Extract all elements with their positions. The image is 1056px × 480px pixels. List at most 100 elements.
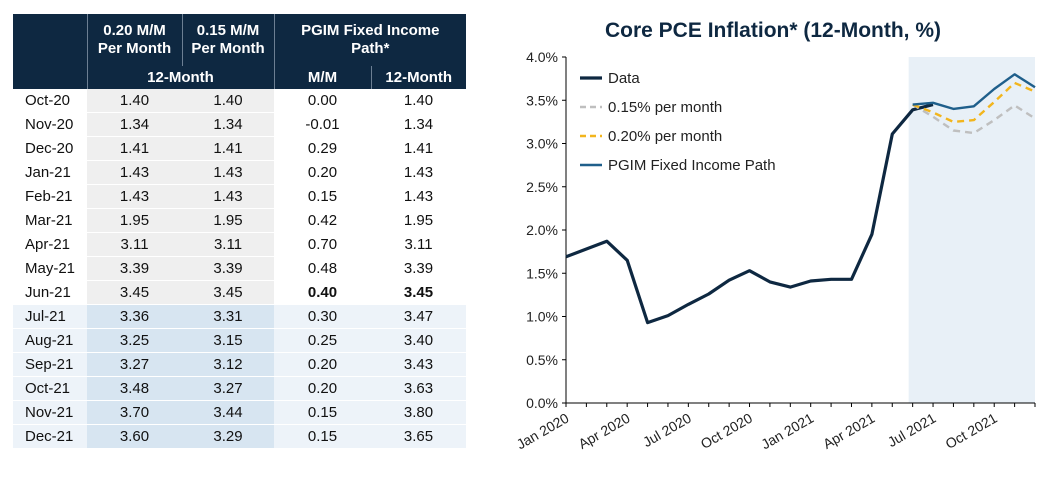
x-tick-label: Apr 2020: [575, 410, 632, 452]
pgim-twelve-month-cell: 3.39: [371, 256, 466, 281]
col1-value-cell: 1.41: [87, 136, 182, 161]
col1-header-line2: Per Month: [97, 40, 172, 57]
table-row: Nov-20 1.34 1.34 -0.01 1.34: [13, 112, 466, 137]
mm-header: M/M: [274, 66, 372, 89]
col2-value-cell: 1.41: [182, 136, 274, 161]
inflation-table: 0.20 M/M Per Month 0.15 M/M Per Month PG…: [13, 14, 466, 449]
legend-label: PGIM Fixed Income Path: [608, 157, 776, 174]
month-cell: Sep-21: [13, 352, 87, 377]
col1-value-cell: 3.36: [87, 304, 182, 329]
col1-value-cell: 3.70: [87, 400, 182, 425]
pgim-header-line1: PGIM Fixed Income: [301, 22, 440, 39]
x-tick-label: Oct 2021: [943, 410, 1000, 452]
y-tick-label: 1.5%: [526, 265, 558, 281]
mm-value-cell: 0.42: [274, 208, 371, 233]
col1-header-line1: 0.20 M/M: [103, 22, 166, 39]
table-row: Nov-21 3.70 3.44 0.15 3.80: [13, 400, 466, 425]
pgim-twelve-month-cell: 3.40: [371, 328, 466, 353]
col2-value-cell: 3.45: [182, 280, 274, 305]
col1-value-cell: 1.95: [87, 208, 182, 233]
col2-value-cell: 3.11: [182, 232, 274, 257]
y-tick-label: 2.0%: [526, 222, 558, 238]
col2-value-cell: 3.44: [182, 400, 274, 425]
month-cell: Feb-21: [13, 184, 87, 209]
mm-value-cell: 0.30: [274, 304, 371, 329]
col2-value-cell: 3.29: [182, 424, 274, 449]
col1-value-cell: 1.43: [87, 184, 182, 209]
projection-shading: [908, 57, 1035, 403]
month-cell: Jun-21: [13, 280, 87, 305]
mm-value-cell: 0.20: [274, 352, 371, 377]
month-cell: Jan-21: [13, 160, 87, 185]
table-row: Oct-20 1.40 1.40 0.00 1.40: [13, 89, 466, 113]
col1-header: 0.20 M/M Per Month: [87, 14, 183, 66]
pgim-header: PGIM Fixed Income Path*: [274, 14, 466, 66]
table-row: Jan-21 1.43 1.43 0.20 1.43: [13, 160, 466, 185]
col1-value-cell: 3.39: [87, 256, 182, 281]
col2-value-cell: 3.39: [182, 256, 274, 281]
col1-value-cell: 1.43: [87, 160, 182, 185]
y-tick-label: 2.5%: [526, 179, 558, 195]
table-row: Dec-21 3.60 3.29 0.15 3.65: [13, 424, 466, 449]
x-tick-label: Jan 2020: [514, 410, 572, 453]
twelve-month-span-header: 12-Month: [87, 66, 275, 89]
pgim-twelve-month-cell: 3.45: [371, 280, 466, 305]
month-cell: Oct-20: [13, 89, 87, 113]
chart-title: Core PCE Inflation* (12-Month, %): [605, 19, 941, 42]
y-tick-label: 3.5%: [526, 92, 558, 108]
table-row: Dec-20 1.41 1.41 0.29 1.41: [13, 136, 466, 161]
col2-value-cell: 1.43: [182, 184, 274, 209]
x-tick-label: Jul 2021: [885, 410, 939, 450]
month-header-cell: [13, 14, 88, 89]
pgim-twelve-month-cell: 1.43: [371, 160, 466, 185]
data-series-line: [565, 103, 934, 325]
table-row: Apr-21 3.11 3.11 0.70 3.11: [13, 232, 466, 257]
y-tick-label: 0.0%: [526, 395, 558, 411]
mm-value-cell: 0.70: [274, 232, 371, 257]
pgim-twelve-month-cell: 3.11: [371, 232, 466, 257]
col1-value-cell: 1.34: [87, 112, 182, 137]
table-row: Mar-21 1.95 1.95 0.42 1.95: [13, 208, 466, 233]
pgim-twelve-month-cell: 3.63: [371, 376, 466, 401]
table-row: May-21 3.39 3.39 0.48 3.39: [13, 256, 466, 281]
table-body: Oct-20 1.40 1.40 0.00 1.40 Nov-20 1.34 1.34 -0.0…: [13, 89, 466, 449]
col1-value-cell: 3.11: [87, 232, 182, 257]
col2-value-cell: 1.34: [182, 112, 274, 137]
mm-value-cell: 0.00: [274, 89, 371, 113]
core-pce-chart: Core PCE Inflation* (12-Month, %) 0.0% 0.5…: [514, 19, 1036, 453]
pgim-twelve-month-cell: 1.34: [371, 112, 466, 137]
table-row: Feb-21 1.43 1.43 0.15 1.43: [13, 184, 466, 209]
pgim-twelve-month-cell: 1.95: [371, 208, 466, 233]
pgim-header-line2: Path*: [351, 40, 390, 57]
y-tick-label: 1.0%: [526, 309, 558, 325]
mm-value-cell: 0.40: [274, 280, 371, 305]
mm-value-cell: -0.01: [274, 112, 371, 137]
pgim-twelve-month-header: 12-Month: [371, 66, 466, 89]
mm-value-cell: 0.48: [274, 256, 371, 281]
col2-value-cell: 3.12: [182, 352, 274, 377]
month-cell: Apr-21: [13, 232, 87, 257]
col2-value-cell: 3.15: [182, 328, 274, 353]
x-tick-label: Apr 2021: [820, 410, 877, 452]
col2-header-line2: Per Month: [191, 40, 265, 57]
pgim-twelve-month-cell: 1.41: [371, 136, 466, 161]
pgim-twelve-month-cell: 3.80: [371, 400, 466, 425]
col2-header: 0.15 M/M Per Month: [182, 14, 275, 66]
month-cell: Jul-21: [13, 304, 87, 329]
pgim-twelve-month-cell: 1.43: [371, 184, 466, 209]
mm-value-cell: 0.15: [274, 400, 371, 425]
month-cell: Nov-20: [13, 112, 87, 137]
inflation-table-panel: 0.20 M/M Per Month 0.15 M/M Per Month PG…: [13, 14, 466, 449]
legend-label: 0.15% per month: [608, 99, 722, 116]
pgim-twelve-month-cell: 3.65: [371, 424, 466, 449]
table-row: Jun-21 3.45 3.45 0.40 3.45: [13, 280, 466, 305]
col1-value-cell: 3.60: [87, 424, 182, 449]
mm-value-cell: 0.15: [274, 424, 371, 449]
mm-value-cell: 0.20: [274, 160, 371, 185]
col2-value-cell: 3.31: [182, 304, 274, 329]
col1-value-cell: 1.40: [87, 89, 182, 113]
month-cell: Dec-21: [13, 424, 87, 449]
table-row: Aug-21 3.25 3.15 0.25 3.40: [13, 328, 466, 353]
month-cell: Nov-21: [13, 400, 87, 425]
pgim-twelve-month-cell: 3.47: [371, 304, 466, 329]
